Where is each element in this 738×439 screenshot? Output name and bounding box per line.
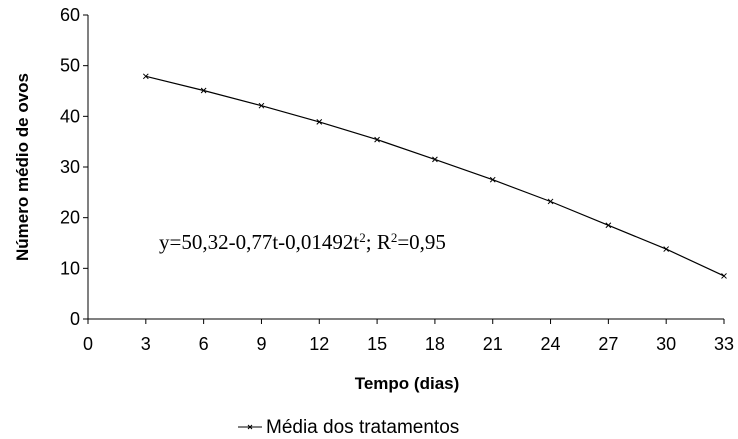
x-tick-label: 15	[367, 334, 387, 354]
y-axis-title: Número médio de ovos	[13, 73, 32, 261]
data-point	[432, 156, 438, 163]
series-group	[142, 73, 727, 279]
y-tick-label: 0	[70, 309, 80, 329]
y-tick-label: 50	[60, 56, 80, 76]
y-tick-label: 20	[60, 208, 80, 228]
data-point	[547, 198, 554, 205]
x-tick-label: 30	[656, 334, 676, 354]
equation-part: ; R	[366, 230, 391, 254]
equation-superscript: 2	[391, 230, 398, 245]
regression-equation: y=50,32-0,77t-0,01492t2; R2=0,95	[159, 230, 446, 255]
x-tick-label: 24	[541, 334, 561, 354]
x-tick-label: 33	[714, 334, 734, 354]
data-point	[316, 119, 323, 125]
y-axis-ticks: 0 10 20 30 40 50 60	[60, 5, 88, 329]
x-tick-label: 18	[425, 334, 445, 354]
x-tick-label: 0	[83, 334, 93, 354]
data-point	[663, 246, 670, 252]
legend-label: Média dos tratamentos	[266, 417, 459, 438]
y-tick-label: 30	[60, 157, 80, 177]
x-tick-label: 9	[256, 334, 266, 354]
y-tick-label: 40	[60, 106, 80, 126]
equation-part: =0,95	[397, 230, 446, 254]
x-tick-label: 27	[598, 334, 618, 354]
data-point	[258, 102, 265, 109]
x-tick-label: 6	[199, 334, 209, 354]
data-point	[142, 73, 149, 80]
x-tick-label: 3	[141, 334, 151, 354]
y-tick-label: 60	[60, 5, 80, 25]
x-tick-label: 12	[309, 334, 329, 354]
data-point	[489, 176, 496, 183]
data-point	[605, 222, 612, 229]
legend-marker	[247, 424, 253, 430]
data-point	[200, 87, 207, 94]
equation-part: y=50,32-0,77t-0,01492t	[159, 230, 359, 254]
y-tick-label: 10	[60, 258, 80, 278]
x-tick-label: 21	[483, 334, 503, 354]
legend: Média dos tratamentos	[238, 417, 459, 438]
data-point	[374, 136, 380, 143]
equation-superscript: 2	[359, 230, 366, 245]
x-axis-ticks: 0 3 6 9 12 15 18 21 24 27 30 33	[83, 319, 734, 354]
x-axis-title: Tempo (dias)	[355, 374, 460, 393]
data-point	[721, 273, 727, 279]
